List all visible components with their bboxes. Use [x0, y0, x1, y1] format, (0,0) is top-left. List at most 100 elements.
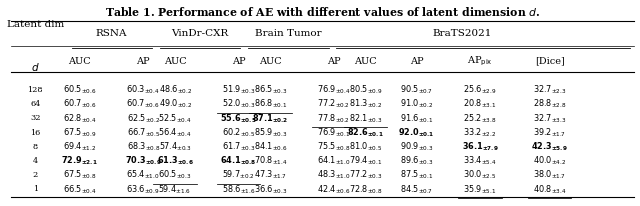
Text: $36.6_{\pm0.3}$: $36.6_{\pm0.3}$	[253, 182, 287, 195]
Text: $85.9_{\pm0.3}$: $85.9_{\pm0.3}$	[253, 126, 287, 138]
Text: AUC: AUC	[259, 56, 282, 65]
Text: $48.6_{\pm0.2}$: $48.6_{\pm0.2}$	[159, 83, 191, 96]
Text: $38.0_{\pm1.7}$: $38.0_{\pm1.7}$	[533, 168, 566, 181]
Text: AUC: AUC	[355, 56, 377, 65]
Text: $\mathbf{82.6}_{\mathbf{\pm0.1}}$: $\mathbf{82.6}_{\mathbf{\pm0.1}}$	[348, 126, 384, 138]
Text: $58.6_{\pm1.6}$: $58.6_{\pm1.6}$	[221, 182, 255, 195]
Text: $\mathbf{92.0}_{\mathbf{\pm0.1}}$: $\mathbf{92.0}_{\mathbf{\pm0.1}}$	[398, 126, 435, 138]
Text: 1: 1	[33, 185, 38, 192]
Text: $65.4_{\pm1.0}$: $65.4_{\pm1.0}$	[127, 168, 160, 181]
Text: $91.6_{\pm0.1}$: $91.6_{\pm0.1}$	[400, 112, 433, 124]
Text: $67.5_{\pm0.9}$: $67.5_{\pm0.9}$	[63, 126, 97, 138]
Text: AUC: AUC	[68, 56, 91, 65]
Text: $84.5_{\pm0.7}$: $84.5_{\pm0.7}$	[400, 182, 433, 195]
Text: $57.4_{\pm0.3}$: $57.4_{\pm0.3}$	[159, 140, 191, 152]
Text: Latent dim: Latent dim	[6, 20, 64, 29]
Text: $20.8_{\pm3.1}$: $20.8_{\pm3.1}$	[463, 97, 497, 110]
Text: $69.4_{\pm1.2}$: $69.4_{\pm1.2}$	[63, 140, 96, 152]
Text: $40.8_{\pm3.4}$: $40.8_{\pm3.4}$	[533, 182, 566, 195]
Text: VinDr-CXR: VinDr-CXR	[171, 28, 228, 37]
Text: $39.2_{\pm1.7}$: $39.2_{\pm1.7}$	[533, 126, 566, 138]
Text: $63.6_{\pm0.9}$: $63.6_{\pm0.9}$	[127, 182, 160, 195]
Text: $\mathbf{61.3}_{\mathbf{\pm0.6}}$: $\mathbf{61.3}_{\mathbf{\pm0.6}}$	[157, 154, 193, 166]
Text: $32.7_{\pm3.3}$: $32.7_{\pm3.3}$	[533, 112, 566, 124]
Text: 32: 32	[30, 114, 40, 122]
Text: $28.8_{\pm2.8}$: $28.8_{\pm2.8}$	[533, 97, 566, 110]
Text: $66.7_{\pm0.5}$: $66.7_{\pm0.5}$	[127, 126, 160, 138]
Text: $\mathbf{87.1}_{\mathbf{\pm0.2}}$: $\mathbf{87.1}_{\mathbf{\pm0.2}}$	[252, 112, 289, 124]
Text: $30.0_{\pm2.5}$: $30.0_{\pm2.5}$	[463, 168, 497, 181]
Text: $81.3_{\pm0.2}$: $81.3_{\pm0.2}$	[349, 97, 382, 110]
Text: $59.7_{\pm0.2}$: $59.7_{\pm0.2}$	[222, 168, 255, 181]
Text: 4: 4	[33, 156, 38, 164]
Text: $60.3_{\pm0.4}$: $60.3_{\pm0.4}$	[127, 83, 160, 96]
Text: $61.7_{\pm0.3}$: $61.7_{\pm0.3}$	[222, 140, 255, 152]
Text: $\mathbf{42.3}_{\mathbf{\pm5.9}}$: $\mathbf{42.3}_{\mathbf{\pm5.9}}$	[531, 140, 568, 152]
Text: $42.4_{\pm0.6}$: $42.4_{\pm0.6}$	[317, 182, 351, 195]
Text: $77.2_{\pm0.3}$: $77.2_{\pm0.3}$	[349, 168, 382, 181]
Text: $33.2_{\pm2.2}$: $33.2_{\pm2.2}$	[463, 126, 497, 138]
Text: RSNA: RSNA	[96, 28, 127, 37]
Text: $56.4_{\pm0.4}$: $56.4_{\pm0.4}$	[158, 126, 192, 138]
Text: $86.5_{\pm0.3}$: $86.5_{\pm0.3}$	[253, 83, 287, 96]
Text: $60.5_{\pm0.3}$: $60.5_{\pm0.3}$	[158, 168, 192, 181]
Text: 64: 64	[30, 100, 40, 108]
Text: AP: AP	[327, 56, 340, 65]
Text: $\mathbf{36.1}_{\mathbf{\pm7.9}}$: $\mathbf{36.1}_{\mathbf{\pm7.9}}$	[461, 140, 499, 152]
Text: $52.5_{\pm0.4}$: $52.5_{\pm0.4}$	[158, 112, 192, 124]
Text: $82.1_{\pm0.3}$: $82.1_{\pm0.3}$	[349, 112, 382, 124]
Text: $72.8_{\pm0.8}$: $72.8_{\pm0.8}$	[349, 182, 382, 195]
Text: AP: AP	[410, 56, 423, 65]
Text: $89.6_{\pm0.3}$: $89.6_{\pm0.3}$	[399, 154, 433, 166]
Text: 2: 2	[33, 170, 38, 178]
Text: $48.3_{\pm1.0}$: $48.3_{\pm1.0}$	[317, 168, 351, 181]
Text: $80.5_{\pm0.9}$: $80.5_{\pm0.9}$	[349, 83, 383, 96]
Text: BraTS2021: BraTS2021	[433, 28, 492, 37]
Text: $40.0_{\pm4.2}$: $40.0_{\pm4.2}$	[533, 154, 566, 166]
Text: $77.2_{\pm0.2}$: $77.2_{\pm0.2}$	[317, 97, 350, 110]
Text: Brain Tumor: Brain Tumor	[255, 28, 321, 37]
Text: $35.9_{\pm5.1}$: $35.9_{\pm5.1}$	[463, 182, 497, 195]
Text: Table 1. Performance of AE with different values of latent dimension $d$.: Table 1. Performance of AE with differen…	[104, 5, 540, 18]
Text: $68.3_{\pm0.8}$: $68.3_{\pm0.8}$	[127, 140, 160, 152]
Text: $62.8_{\pm0.4}$: $62.8_{\pm0.4}$	[63, 112, 97, 124]
Text: $\mathbf{72.9}_{\mathbf{\pm2.1}}$: $\mathbf{72.9}_{\mathbf{\pm2.1}}$	[61, 154, 98, 166]
Text: $75.5_{\pm0.8}$: $75.5_{\pm0.8}$	[317, 140, 351, 152]
Text: $76.9_{\pm0.4}$: $76.9_{\pm0.4}$	[317, 83, 351, 96]
Text: $64.1_{\pm1.0}$: $64.1_{\pm1.0}$	[317, 154, 351, 166]
Text: $60.7_{\pm0.6}$: $60.7_{\pm0.6}$	[127, 97, 160, 110]
Text: AP: AP	[136, 56, 150, 65]
Text: $91.0_{\pm0.2}$: $91.0_{\pm0.2}$	[400, 97, 433, 110]
Text: $52.0_{\pm0.3}$: $52.0_{\pm0.3}$	[222, 97, 255, 110]
Text: AP$_{\rm pix}$: AP$_{\rm pix}$	[467, 54, 493, 67]
Text: AP: AP	[232, 56, 245, 65]
Text: $d$: $d$	[31, 61, 40, 73]
Text: $25.6_{\pm2.9}$: $25.6_{\pm2.9}$	[463, 83, 497, 96]
Text: $\mathbf{55.6}_{\mathbf{\pm0.5}}$: $\mathbf{55.6}_{\mathbf{\pm0.5}}$	[220, 112, 257, 124]
Text: $70.8_{\pm1.4}$: $70.8_{\pm1.4}$	[253, 154, 287, 166]
Text: 16: 16	[30, 128, 40, 136]
Text: $47.3_{\pm1.7}$: $47.3_{\pm1.7}$	[254, 168, 287, 181]
Text: AUC: AUC	[164, 56, 186, 65]
Text: $33.4_{\pm5.4}$: $33.4_{\pm5.4}$	[463, 154, 497, 166]
Text: $77.8_{\pm0.2}$: $77.8_{\pm0.2}$	[317, 112, 350, 124]
Text: $59.4_{\pm1.6}$: $59.4_{\pm1.6}$	[159, 182, 191, 195]
Text: $79.4_{\pm0.1}$: $79.4_{\pm0.1}$	[349, 154, 382, 166]
Text: $\mathbf{70.3}_{\mathbf{\pm0.9}}$: $\mathbf{70.3}_{\mathbf{\pm0.9}}$	[125, 154, 162, 166]
Text: $60.2_{\pm0.5}$: $60.2_{\pm0.5}$	[222, 126, 255, 138]
Text: [Dice]: [Dice]	[535, 56, 564, 65]
Text: $84.1_{\pm0.6}$: $84.1_{\pm0.6}$	[253, 140, 287, 152]
Text: $60.7_{\pm0.6}$: $60.7_{\pm0.6}$	[63, 97, 97, 110]
Text: $32.7_{\pm2.3}$: $32.7_{\pm2.3}$	[533, 83, 566, 96]
Text: $90.9_{\pm0.3}$: $90.9_{\pm0.3}$	[399, 140, 433, 152]
Text: $\mathbf{64.1}_{\mathbf{\pm0.8}}$: $\mathbf{64.1}_{\mathbf{\pm0.8}}$	[220, 154, 257, 166]
Text: $49.0_{\pm0.2}$: $49.0_{\pm0.2}$	[159, 97, 191, 110]
Text: $81.0_{\pm0.5}$: $81.0_{\pm0.5}$	[349, 140, 382, 152]
Text: $60.5_{\pm0.6}$: $60.5_{\pm0.6}$	[63, 83, 97, 96]
Text: $67.5_{\pm0.8}$: $67.5_{\pm0.8}$	[63, 168, 97, 181]
Text: $76.9_{\pm0.1}$: $76.9_{\pm0.1}$	[317, 126, 351, 138]
Text: $90.5_{\pm0.7}$: $90.5_{\pm0.7}$	[400, 83, 433, 96]
Text: $51.9_{\pm0.3}$: $51.9_{\pm0.3}$	[222, 83, 255, 96]
Text: 128: 128	[28, 86, 43, 94]
Text: $86.8_{\pm0.1}$: $86.8_{\pm0.1}$	[253, 97, 287, 110]
